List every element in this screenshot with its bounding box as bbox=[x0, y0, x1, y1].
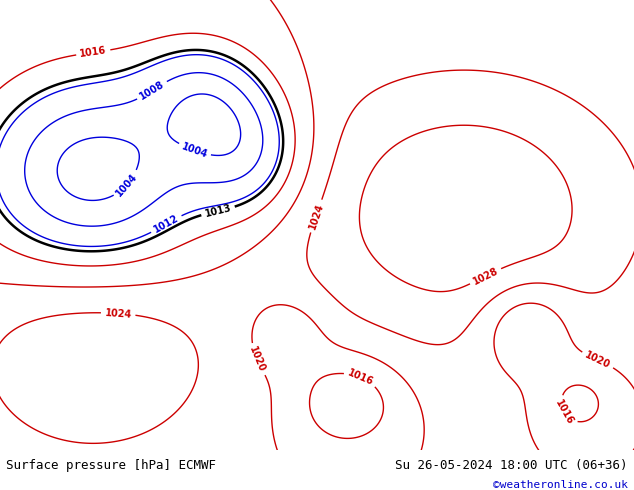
Text: 1004: 1004 bbox=[114, 171, 140, 198]
Text: 1012: 1012 bbox=[152, 213, 181, 235]
Text: 1016: 1016 bbox=[346, 368, 375, 387]
Text: 1020: 1020 bbox=[583, 349, 612, 370]
Text: 1020: 1020 bbox=[247, 345, 267, 374]
Text: Su 26-05-2024 18:00 UTC (06+36): Su 26-05-2024 18:00 UTC (06+36) bbox=[395, 459, 628, 471]
Text: 1016: 1016 bbox=[553, 398, 575, 426]
Text: 1024: 1024 bbox=[307, 201, 325, 230]
Text: 1008: 1008 bbox=[138, 79, 166, 102]
Text: 1028: 1028 bbox=[471, 266, 500, 287]
Text: 1024: 1024 bbox=[105, 308, 132, 319]
Text: Surface pressure [hPa] ECMWF: Surface pressure [hPa] ECMWF bbox=[6, 459, 216, 471]
Text: 1016: 1016 bbox=[79, 46, 107, 59]
Text: 1004: 1004 bbox=[181, 141, 209, 160]
Text: ©weatheronline.co.uk: ©weatheronline.co.uk bbox=[493, 480, 628, 490]
Text: 1013: 1013 bbox=[204, 203, 232, 219]
